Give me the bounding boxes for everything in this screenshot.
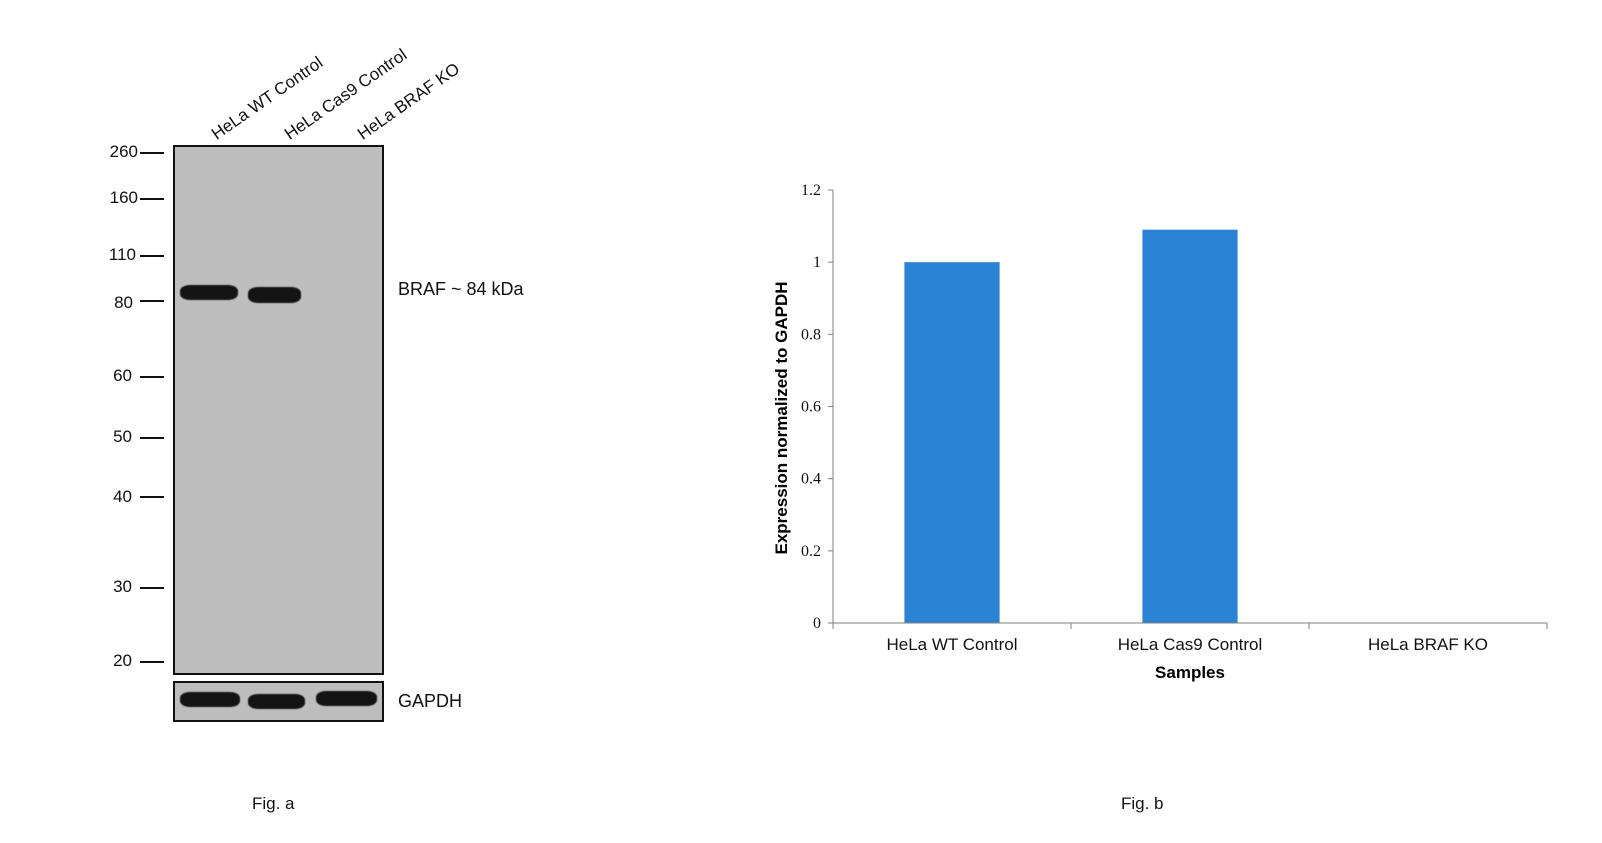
- braf-band-cas9: [248, 287, 301, 303]
- figure-caption-b: Fig. b: [1121, 794, 1164, 813]
- marker-tick-30: [140, 587, 164, 589]
- y-tick-label-3: 0.6: [801, 399, 821, 416]
- y-tick-label-2: 0.4: [801, 471, 821, 488]
- marker-tick-50: [140, 437, 164, 439]
- y-tick-label-1: 0.2: [801, 543, 821, 560]
- blot-membrane-gapdh: [173, 681, 384, 722]
- lane-label-cas9: HeLa Cas9 Control: [281, 45, 411, 144]
- marker-tick-110: [140, 255, 164, 257]
- marker-110: 110: [108, 245, 136, 264]
- bar-0: [904, 262, 1000, 623]
- y-tick-label-0: 0: [813, 615, 821, 632]
- bar-chart: 0 0.2 0.4 0.6 0.8 1 1.2 HeLa WT Control HeLa Ca…: [772, 182, 1548, 682]
- x-category-label-0: HeLa WT Control: [886, 635, 1017, 654]
- marker-60: 60: [113, 366, 132, 385]
- x-category-label-1: HeLa Cas9 Control: [1118, 635, 1263, 654]
- gapdh-band-ko: [316, 691, 377, 706]
- marker-tick-60: [140, 376, 164, 378]
- gapdh-label: GAPDH: [398, 691, 463, 711]
- marker-tick-20: [140, 661, 164, 663]
- y-tick-label-5: 1: [813, 254, 821, 271]
- marker-50: 50: [113, 427, 132, 446]
- marker-tick-260: [140, 152, 164, 154]
- braf-band-label: BRAF ~ 84 kDa: [398, 279, 524, 299]
- marker-tick-80: [140, 300, 164, 302]
- y-axis-title: Expression normalized to GAPDH: [772, 282, 791, 555]
- marker-20: 20: [113, 651, 132, 670]
- marker-80: 80: [114, 293, 133, 312]
- y-axis: 0 0.2 0.4 0.6 0.8 1 1.2: [801, 182, 834, 632]
- blot-membrane-braf: [173, 145, 384, 675]
- x-category-label-2: HeLa BRAF KO: [1368, 635, 1488, 654]
- marker-160: 160: [109, 188, 138, 207]
- bar-1: [1142, 229, 1238, 624]
- braf-band-wt: [180, 285, 238, 300]
- x-axis-title: Samples: [1155, 663, 1225, 682]
- figure-caption-a: Fig. a: [252, 794, 295, 813]
- gapdh-band-cas9: [248, 694, 305, 709]
- marker-40: 40: [113, 487, 132, 506]
- marker-30: 30: [113, 577, 132, 596]
- y-tick-label-6: 1.2: [801, 182, 821, 199]
- x-axis: HeLa WT Control HeLa Cas9 Control HeLa BRA…: [832, 622, 1548, 654]
- marker-tick-40: [140, 496, 164, 498]
- y-tick-label-4: 0.8: [801, 326, 821, 343]
- gapdh-band-wt: [180, 692, 240, 707]
- marker-tick-160: [140, 198, 164, 200]
- marker-260: 260: [109, 142, 138, 161]
- bars: [904, 229, 1238, 624]
